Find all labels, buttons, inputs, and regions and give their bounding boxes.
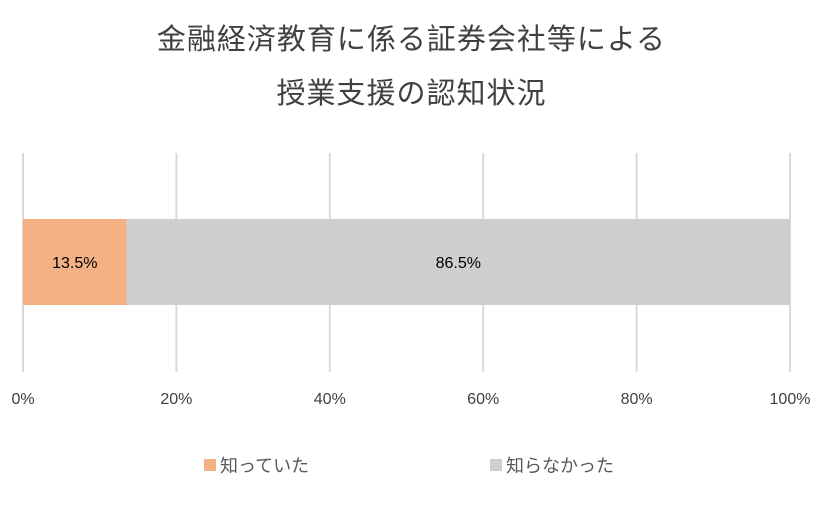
legend-swatch-unknown (490, 459, 502, 471)
legend-label-unknown: 知らなかった (506, 456, 614, 477)
legend-item-unknown: 知らなかった (490, 452, 614, 478)
bar-segment-1 (23, 219, 127, 305)
data-label-2: 86.5% (436, 255, 481, 272)
x-tick-label: 40% (314, 391, 346, 408)
chart-title-line-2: 授業支援の認知状況 (276, 76, 547, 110)
legend-swatch-known (204, 459, 216, 471)
x-tick-label: 60% (467, 391, 499, 408)
legend-label-known: 知っていた (220, 456, 310, 477)
legend-item-known: 知っていた (204, 452, 309, 478)
x-tick-label: 0% (11, 391, 34, 408)
chart-title-line-1: 金融経済教育に係る証券会社等による (156, 22, 667, 56)
x-tick-label: 100% (770, 391, 811, 408)
data-label-1: 13.5% (52, 255, 97, 272)
bar-segment-2 (126, 219, 791, 305)
x-tick-label: 80% (621, 391, 653, 408)
x-tick-label: 20% (160, 391, 192, 408)
